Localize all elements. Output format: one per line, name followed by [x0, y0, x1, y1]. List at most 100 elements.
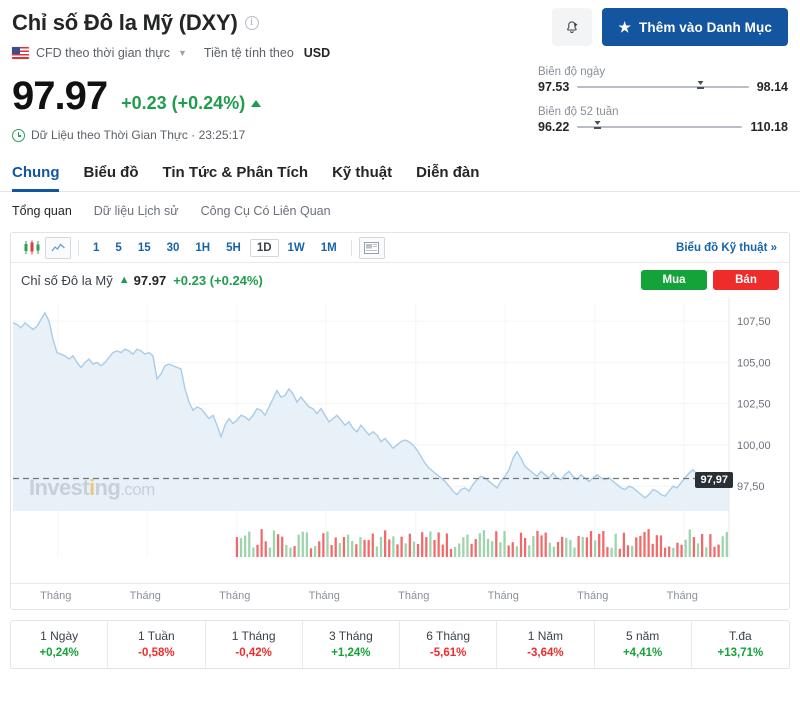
chart-area-fill: [13, 313, 729, 512]
volume-bar: [556, 542, 560, 558]
header-actions: ★ Thêm vào Danh Mục Biên độ ngày 97.53 9…: [538, 8, 788, 134]
volume-bar: [396, 544, 399, 558]
week52-range-high: 110.18: [750, 120, 788, 134]
realtime-row: Dữ Liệu theo Thời Gian Thực · 23:25:17: [12, 128, 788, 142]
week52-range-block: Biên độ 52 tuần 96.22 110.18: [538, 106, 788, 134]
volume-bar: [264, 541, 267, 558]
volume-bar: [421, 532, 424, 558]
volume-bar: [552, 547, 556, 558]
volume-bar: [635, 537, 638, 558]
timeframe-5[interactable]: 5: [115, 241, 122, 254]
volume-bar: [569, 540, 572, 558]
x-axis-label: Tháng: [129, 590, 161, 603]
chart-plot-area[interactable]: 107,50 105,00 102,50 100,00 97,50 Investing.…: [11, 297, 789, 609]
volume-bar: [663, 548, 667, 558]
day-range-bar[interactable]: [577, 86, 749, 88]
performance-table: 1 Ngày +0,24% 1 Tuần -0,58% 1 Tháng -0,42% 3 T…: [10, 620, 790, 670]
volume-bar: [388, 539, 391, 558]
arrow-up-icon: [251, 100, 262, 108]
timeframe-15[interactable]: 15: [137, 241, 151, 254]
volume-bar: [585, 537, 588, 558]
timeframe-1M[interactable]: 1M: [320, 241, 337, 254]
volume-bar: [392, 536, 395, 558]
line-chart-icon[interactable]: [45, 236, 71, 259]
volume-bar: [598, 534, 601, 558]
volume-bar: [404, 543, 407, 558]
buy-button[interactable]: Mua: [641, 270, 707, 291]
line-chart-glyph: [50, 243, 65, 252]
volume-bar: [474, 539, 477, 558]
volume-bar: [528, 545, 531, 558]
timeframe-1H[interactable]: 1H: [195, 241, 211, 254]
volume-bar: [260, 529, 263, 558]
performance-label: 5 năm: [625, 629, 660, 644]
subtab-0[interactable]: Tổng quan: [12, 204, 72, 219]
performance-cell-6: 5 năm +4,41%: [595, 621, 692, 669]
add-to-watchlist-label: Thêm vào Danh Mục: [639, 19, 772, 35]
volume-bar: [351, 541, 354, 558]
volume-bar: [647, 529, 650, 558]
add-to-watchlist-button[interactable]: ★ Thêm vào Danh Mục: [602, 8, 788, 46]
volume-bar: [593, 540, 597, 558]
week52-range-bar[interactable]: [577, 126, 743, 128]
volume-bar: [318, 541, 321, 558]
tab-0[interactable]: Chung: [12, 164, 60, 193]
volume-bar: [589, 531, 593, 558]
sell-button[interactable]: Bán: [713, 270, 779, 291]
tab-3[interactable]: Kỹ thuật: [332, 164, 393, 182]
volume-bar: [626, 545, 630, 558]
volume-bar: [684, 540, 687, 558]
technical-chart-link[interactable]: Biểu đồ Kỹ thuật »: [676, 241, 777, 254]
volume-bar: [618, 549, 621, 558]
news-toggle-icon[interactable]: [358, 236, 385, 259]
x-axis-label: Tháng: [40, 590, 72, 603]
volume-bar: [276, 534, 280, 558]
timeframe-30[interactable]: 30: [166, 241, 180, 254]
volume-bar: [688, 529, 691, 558]
subtab-1[interactable]: Dữ liệu Lịch sử: [93, 204, 179, 219]
currency-label: Tiền tệ tính theo: [203, 46, 294, 61]
info-icon[interactable]: i: [244, 16, 259, 31]
y-axis-label: 97,50: [737, 482, 765, 494]
volume-bar: [384, 530, 387, 558]
timeframe-1D[interactable]: 1D: [249, 238, 279, 257]
timeframe-1[interactable]: 1: [93, 241, 100, 254]
performance-value: -0,42%: [235, 647, 272, 660]
tab-1[interactable]: Biểu đồ: [83, 164, 139, 182]
volume-bar: [536, 531, 539, 558]
x-axis-label: Tháng: [577, 590, 609, 603]
volume-bar: [676, 543, 679, 558]
volume-bar: [639, 536, 642, 558]
performance-label: 1 Tháng: [231, 629, 276, 644]
create-alert-button[interactable]: [552, 8, 593, 46]
volume-bar: [235, 537, 239, 558]
volume-bar: [412, 542, 416, 558]
candlestick-chart-icon[interactable]: [19, 237, 45, 259]
volume-bar: [680, 545, 683, 558]
page-title: Chỉ số Đô la Mỹ (DXY): [12, 10, 238, 35]
volume-bar: [470, 544, 473, 558]
volume-bar: [692, 537, 696, 558]
volume-bar: [289, 548, 292, 558]
bell-plus-icon: [566, 20, 578, 33]
volume-bar: [359, 537, 362, 558]
tab-2[interactable]: Tin Tức & Phân Tích: [162, 164, 309, 182]
day-range-marker: [697, 81, 704, 91]
volume-bar: [548, 543, 551, 558]
volume-bar: [449, 549, 453, 558]
volume-bar: [573, 547, 576, 558]
volume-bar: [610, 548, 613, 558]
tab-4[interactable]: Diễn đàn: [416, 164, 480, 182]
chevron-down-icon[interactable]: ▼: [177, 48, 187, 59]
volume-bar: [441, 544, 444, 558]
volume-bar: [248, 531, 251, 558]
exchange-selector-label[interactable]: CFD theo thời gian thực: [36, 46, 170, 61]
timeframe-5H[interactable]: 5H: [226, 241, 241, 254]
volume-bar: [285, 545, 288, 558]
volume-bar: [721, 536, 724, 558]
toolbar-divider: [78, 239, 79, 256]
price-row: 97.97 +0.23 (+0.24%): [12, 76, 788, 116]
subtab-2[interactable]: Công Cụ Có Liên Quan: [200, 204, 331, 219]
timeframe-1W[interactable]: 1W: [287, 241, 305, 254]
